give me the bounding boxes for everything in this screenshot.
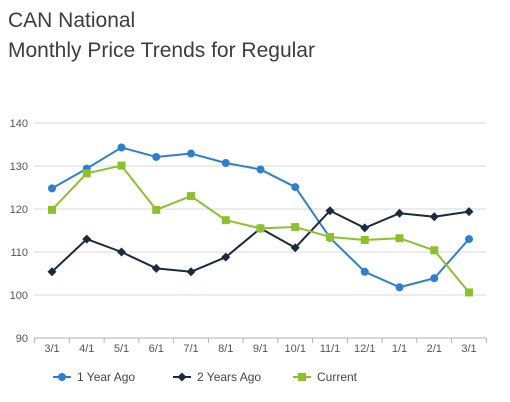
data-point [117,247,126,257]
data-point [325,206,335,216]
data-point [291,223,300,232]
x-tick-label: 8/1 [218,343,233,355]
legend-item[interactable]: 2 Years Ago [173,370,261,384]
series-2 [48,161,473,297]
x-tick-label: 10/1 [285,343,306,355]
data-point [47,267,57,277]
data-point [221,158,230,167]
data-point [48,205,56,214]
legend-item[interactable]: 1 Year Ago [53,370,135,384]
data-point [187,192,195,201]
data-point [151,263,161,273]
x-axis-ticks: 3/1 4/1 5/1 6/1 7/1 8/1 9/1 10/1 11/1 12/1 1/1 2/1 3… [44,343,476,355]
chart-title-line-1: CAN National [8,9,136,32]
data-point [360,235,369,244]
x-tick-label: 2/1 [427,343,442,355]
y-tick-label: 90 [16,333,28,345]
data-point [256,165,265,174]
data-point [82,169,91,178]
x-tick-label: 12/1 [354,343,375,355]
data-point [464,207,474,217]
x-tick-label: 4/1 [79,343,94,355]
legend-marker [298,373,306,381]
data-point [48,184,56,193]
legend-label: 1 Year Ago [77,370,135,384]
data-point [290,243,300,253]
data-point [186,267,196,277]
gridlines [34,122,486,296]
data-point [82,234,92,244]
data-point [360,223,370,233]
x-tick-label: 5/1 [114,343,129,355]
legend[interactable]: 1 Year Ago 2 Years Ago Current [53,370,358,384]
data-point [395,234,404,243]
data-point [187,149,195,158]
x-tick-label: 6/1 [149,343,164,355]
data-point [360,267,369,276]
data-point [429,212,439,222]
x-tick-label: 9/1 [253,343,268,355]
data-point [221,216,230,225]
x-tick-label: 7/1 [183,343,198,355]
data-point [465,235,473,244]
legend-marker [177,372,187,382]
data-point [395,283,404,292]
chart-title-line-2: Monthly Price Trends for Regular [8,39,315,62]
x-tick-label: 3/1 [461,343,476,355]
data-point [256,224,265,233]
x-tick-label: 1/1 [392,343,407,355]
chart-title: CAN National Monthly Price Trends for Re… [8,6,315,66]
y-axis-ticks: 90 100 110 120 130 140 [10,118,28,345]
data-point [326,232,334,241]
y-tick-label: 110 [10,247,28,259]
legend-label: 2 Years Ago [197,370,261,384]
y-tick-label: 120 [10,204,28,216]
x-tick-label: 11/1 [320,343,341,355]
data-point [152,152,161,161]
x-axis [34,337,487,343]
y-tick-label: 140 [10,118,28,130]
legend-marker [58,373,66,381]
x-tick-label: 3/1 [44,343,59,355]
data-point [395,208,404,218]
data-point [291,183,300,192]
legend-label: Current [317,370,358,384]
y-tick-label: 100 [10,290,28,302]
data-point [465,288,473,297]
series [47,143,474,297]
data-point [221,252,231,262]
data-point [117,143,126,152]
data-point [430,246,439,255]
data-point [117,161,126,170]
legend-item[interactable]: Current [293,370,358,384]
y-tick-label: 130 [10,161,28,173]
data-point [152,205,161,214]
data-point [430,274,439,283]
